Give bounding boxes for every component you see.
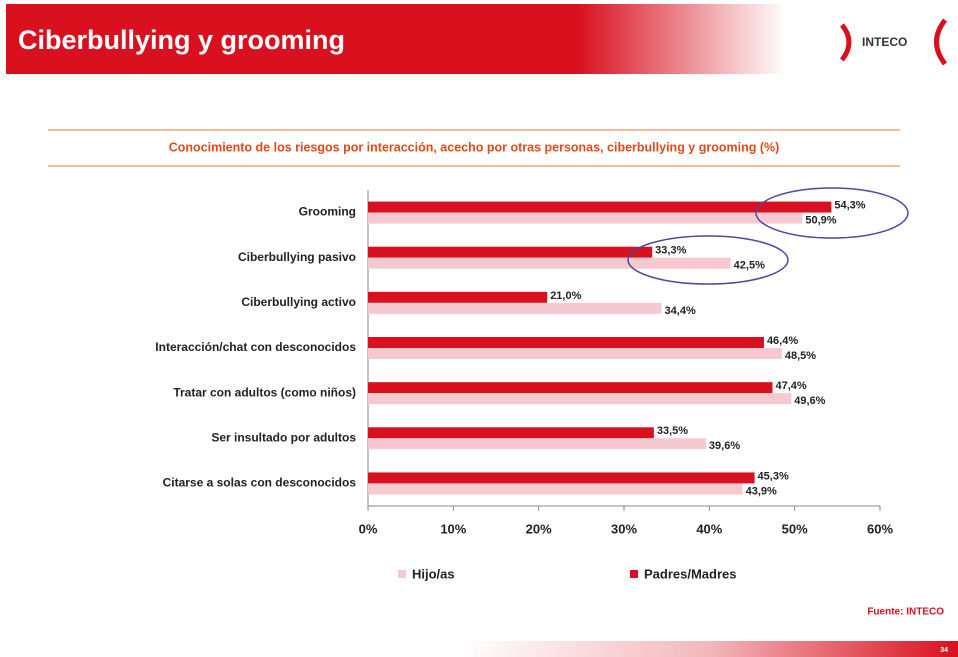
bar (368, 348, 782, 359)
y-tick-label: Ciberbullying activo (241, 295, 356, 309)
bar (368, 246, 653, 258)
x-tick-label: 20% (526, 521, 552, 536)
value-label: 54,3% (834, 199, 865, 211)
value-label: 43,9% (746, 485, 777, 497)
value-label: 42,5% (734, 260, 765, 272)
y-tick-label: Citarse a solas con desconocidos (163, 476, 357, 490)
y-tick-label: Ser insultado por adultos (211, 430, 356, 444)
value-label: 46,4% (767, 335, 798, 347)
plot: 0% 10% 20% 30% 40% 50% 60% Grooming 54,3% 50,9% Ci… (155, 190, 893, 581)
y-tick-label: Tratar con adultos (como niños) (173, 385, 356, 399)
highlight-ellipse (755, 187, 909, 239)
value-label: 50,9% (805, 214, 836, 226)
x-tick-label: 40% (696, 521, 722, 536)
legend-swatch (398, 570, 406, 578)
bar (368, 291, 548, 303)
logo-bracket (934, 18, 948, 66)
value-label: 49,6% (794, 395, 825, 407)
x-tick-label: 10% (440, 521, 466, 536)
value-label: 21,0% (550, 290, 581, 302)
x-tick-label: 0% (359, 521, 378, 536)
bar (368, 201, 832, 213)
value-label: 33,3% (655, 245, 686, 257)
bar (368, 257, 731, 269)
bar (368, 302, 662, 314)
y-tick-label: Interacción/chat con desconocidos (155, 340, 356, 354)
value-label: 33,5% (657, 425, 688, 437)
y-tick-label: Ciberbullying pasivo (238, 250, 356, 264)
header-band (6, 4, 958, 74)
bar (368, 212, 803, 224)
logo-bracket (839, 23, 852, 62)
x-tick-label: 50% (782, 521, 808, 536)
bar (368, 472, 755, 484)
header-title: Ciberbullying y grooming (18, 25, 345, 55)
value-label: 34,4% (665, 305, 696, 317)
y-tick-label: Grooming (299, 205, 356, 219)
legend-label: Padres/Madres (644, 566, 737, 581)
value-label: 39,6% (709, 440, 740, 452)
legend-swatch (630, 570, 638, 578)
source: Fuente: INTECO (867, 607, 944, 618)
legend-label: Hijo/as (412, 566, 455, 581)
value-label: 45,3% (758, 470, 789, 482)
x-tick-label: 30% (611, 521, 637, 536)
footer-band (460, 641, 958, 657)
chart-title: Conocimiento de los riesgos por interacc… (169, 140, 780, 154)
bar (368, 337, 764, 348)
x-tick-label: 60% (867, 521, 893, 536)
highlight-ellipse (627, 235, 789, 285)
bar (368, 427, 654, 439)
bar (368, 483, 743, 495)
logo-text: INTECO (862, 35, 907, 49)
bar (368, 438, 706, 450)
value-label: 48,5% (785, 350, 816, 362)
page-number: 34 (940, 647, 948, 654)
value-label: 47,4% (775, 380, 806, 392)
bar (368, 382, 773, 394)
bar (368, 393, 792, 405)
